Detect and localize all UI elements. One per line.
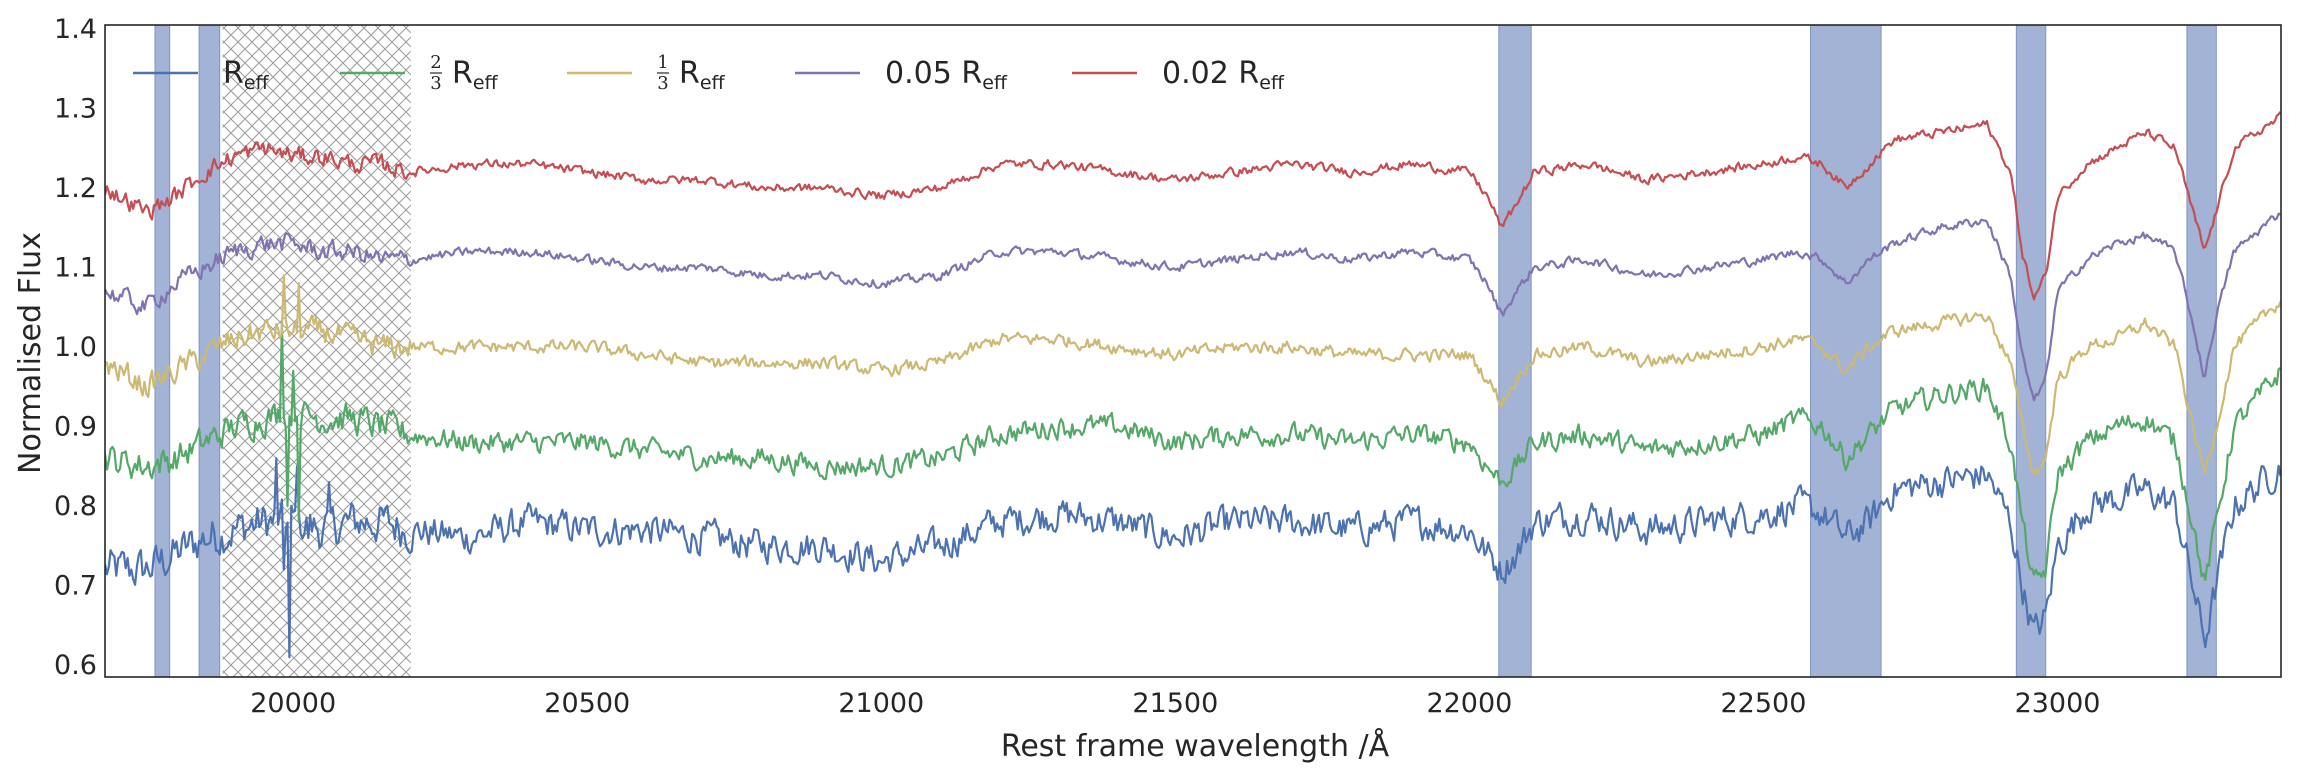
svg-text:2: 2 [430, 52, 441, 73]
y-tick-label: 1.3 [54, 93, 97, 124]
hatched-region [222, 25, 411, 677]
y-axis-title: Normalised Flux [13, 232, 48, 474]
series-line-3 [105, 212, 2281, 402]
y-tick-label: 1.4 [54, 14, 97, 45]
y-tick-label: 0.6 [54, 650, 97, 681]
y-tick-label: 0.9 [54, 412, 97, 443]
series-line-1 [105, 322, 2281, 581]
legend-fraction-2: 13 [657, 52, 669, 94]
series-line-2 [105, 274, 2281, 475]
masked-band-1 [198, 24, 221, 678]
x-axis-ticks: 20000 20500 21000 21500 22000 22500 23000 [250, 688, 2100, 719]
y-tick-label: 0.7 [54, 571, 97, 602]
legend-fraction-1: 23 [430, 52, 442, 94]
legend-label-0: Reff [223, 56, 270, 94]
series-lines [105, 111, 2281, 659]
masked-band-0 [154, 24, 171, 678]
y-tick-label: 0.8 [54, 491, 97, 522]
x-tick-label: 20000 [250, 688, 336, 719]
x-tick-label: 21000 [838, 688, 924, 719]
x-tick-label: 23000 [2015, 688, 2101, 719]
svg-text:3: 3 [430, 73, 441, 94]
x-tick-label: 21500 [1132, 688, 1218, 719]
x-tick-label: 22500 [1721, 688, 1807, 719]
legend-label-3: 0.05 Reff [885, 56, 1008, 94]
series-line-0 [105, 457, 2281, 659]
legend-label-1: Reff [452, 56, 499, 94]
y-tick-label: 1.0 [54, 332, 97, 363]
hatched-region-rect [222, 25, 411, 677]
svg-text:1: 1 [657, 52, 668, 73]
x-tick-label: 20500 [544, 688, 630, 719]
series-line-4 [105, 111, 2281, 301]
svg-text:3: 3 [657, 73, 668, 94]
y-tick-label: 1.2 [54, 173, 97, 204]
y-axis-ticks: 0.6 0.7 0.8 0.9 1.0 1.1 1.2 1.3 1.4 [54, 14, 97, 681]
legend-label-2: Reff [679, 56, 726, 94]
x-axis-title: Rest frame wavelength /Å [1001, 728, 1390, 764]
x-tick-label: 22000 [1426, 688, 1512, 719]
plot-frame [104, 24, 2282, 678]
legend-label-4: 0.02 Reff [1162, 56, 1285, 94]
y-tick-label: 1.1 [54, 253, 97, 284]
